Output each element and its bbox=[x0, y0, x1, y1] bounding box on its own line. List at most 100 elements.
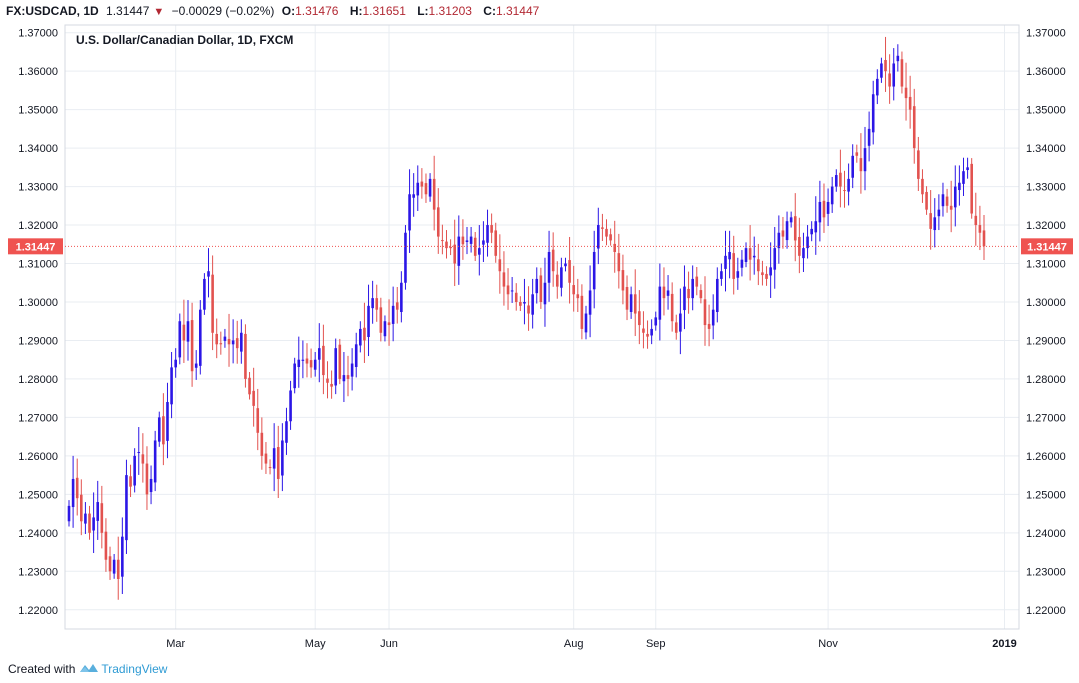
candle-body bbox=[876, 78, 879, 96]
candle-body bbox=[699, 290, 703, 299]
candle-body bbox=[473, 237, 477, 256]
x-axis[interactable]: MarMayJunAugSepNov20194 bbox=[166, 638, 1079, 650]
candle-body bbox=[326, 378, 329, 383]
candle-body bbox=[400, 282, 403, 312]
candle-body bbox=[104, 531, 108, 560]
candle-body bbox=[519, 301, 522, 306]
candle-body bbox=[949, 205, 953, 210]
candle-body bbox=[638, 311, 641, 326]
candle-body bbox=[847, 178, 850, 192]
x-tick-label: Nov bbox=[818, 638, 838, 650]
candle-body bbox=[912, 106, 916, 149]
candle-body bbox=[256, 408, 260, 433]
candle-body bbox=[810, 228, 813, 235]
symbol-label[interactable]: FX:USDCAD, 1D bbox=[6, 4, 99, 18]
candle-body bbox=[182, 324, 186, 341]
candle-body bbox=[674, 322, 678, 333]
candle-body bbox=[166, 402, 169, 441]
low-label: L: bbox=[417, 4, 429, 18]
candle-body bbox=[970, 163, 973, 214]
candle-body bbox=[666, 290, 670, 296]
y-tick-label: 1.30000 bbox=[18, 297, 58, 309]
candle-body bbox=[387, 322, 391, 326]
y-tick-label: 1.36000 bbox=[18, 66, 58, 78]
candle-body bbox=[572, 285, 575, 295]
candle-body bbox=[769, 267, 772, 276]
price-chart[interactable]: 1.22000 1.23000 1.24000 1.25000 1.26000 1.270… bbox=[0, 22, 1079, 652]
y-tick-label: 1.34000 bbox=[18, 143, 58, 155]
candle-body bbox=[765, 273, 768, 279]
candle-body bbox=[937, 209, 941, 217]
candle-body bbox=[543, 282, 547, 305]
candle-body bbox=[933, 217, 937, 231]
candle-body bbox=[711, 309, 715, 326]
candle-body bbox=[633, 294, 637, 314]
candle-body bbox=[436, 207, 440, 237]
y-axis-right[interactable]: 1.22000 1.23000 1.24000 1.25000 1.26000 1.270… bbox=[1021, 28, 1073, 617]
candle-body bbox=[863, 148, 867, 172]
candle-body bbox=[404, 232, 407, 283]
candle-body bbox=[424, 183, 428, 195]
candle-body bbox=[268, 467, 272, 469]
candle-body bbox=[798, 236, 801, 256]
candle-body bbox=[490, 225, 493, 233]
y-tick-label: 1.23000 bbox=[18, 566, 58, 578]
candle-body bbox=[978, 225, 982, 233]
x-tick-label: 2019 bbox=[992, 638, 1016, 650]
candle-body bbox=[416, 182, 420, 196]
candle-body bbox=[974, 215, 978, 226]
candle-body bbox=[494, 230, 498, 256]
y-tick-label: 1.28000 bbox=[18, 374, 58, 386]
candle-body bbox=[252, 390, 255, 406]
candle-body bbox=[826, 201, 830, 214]
candle-body bbox=[555, 274, 559, 287]
x-tick-label: Mar bbox=[166, 638, 185, 650]
candle-body bbox=[818, 201, 822, 223]
candle-body bbox=[892, 63, 896, 87]
candle-body bbox=[580, 295, 584, 329]
candle-body bbox=[654, 317, 658, 326]
candle-body bbox=[834, 175, 838, 187]
chart-grid bbox=[65, 25, 1019, 629]
candle-body bbox=[880, 63, 883, 78]
candle-body bbox=[498, 259, 502, 272]
candle-body bbox=[293, 363, 296, 389]
candle-body bbox=[88, 513, 91, 533]
candle-body bbox=[449, 246, 452, 249]
candle-body bbox=[617, 253, 621, 272]
candle-body bbox=[900, 59, 904, 87]
footer[interactable]: Created with TradingView bbox=[8, 662, 167, 676]
tradingview-link[interactable]: TradingView bbox=[101, 662, 168, 676]
candle-body bbox=[121, 536, 124, 577]
x-tick-label: Aug bbox=[564, 638, 584, 650]
candle-body bbox=[186, 321, 190, 342]
candle-body bbox=[244, 333, 247, 379]
candle-body bbox=[371, 298, 374, 309]
candle-body bbox=[802, 248, 805, 259]
open-label: O: bbox=[281, 4, 296, 18]
down-triangle-icon: ▼ bbox=[153, 6, 165, 18]
created-with-label: Created with bbox=[8, 662, 76, 676]
candle-body bbox=[506, 285, 510, 295]
candle-body bbox=[568, 260, 571, 283]
candle-body bbox=[736, 271, 740, 278]
candle-body bbox=[432, 178, 436, 210]
candle-body bbox=[744, 248, 748, 262]
candle-body bbox=[523, 301, 526, 304]
candle-body bbox=[851, 155, 854, 178]
y-tick-label: 1.29000 bbox=[1026, 335, 1066, 347]
candle-body bbox=[478, 248, 481, 255]
candle-body bbox=[207, 271, 210, 277]
candle-body bbox=[584, 313, 588, 333]
candle-body bbox=[379, 307, 383, 333]
candle-body bbox=[322, 345, 325, 376]
candle-body bbox=[276, 447, 280, 479]
y-tick-label: 1.26000 bbox=[1026, 451, 1066, 463]
y-tick-label: 1.22000 bbox=[1026, 605, 1066, 617]
candle-body bbox=[871, 94, 875, 133]
candle-body bbox=[309, 360, 313, 368]
candle-body bbox=[629, 294, 633, 312]
candle-body bbox=[917, 150, 920, 179]
y-tick-label: 1.24000 bbox=[1026, 528, 1066, 540]
candle-body bbox=[75, 477, 79, 499]
